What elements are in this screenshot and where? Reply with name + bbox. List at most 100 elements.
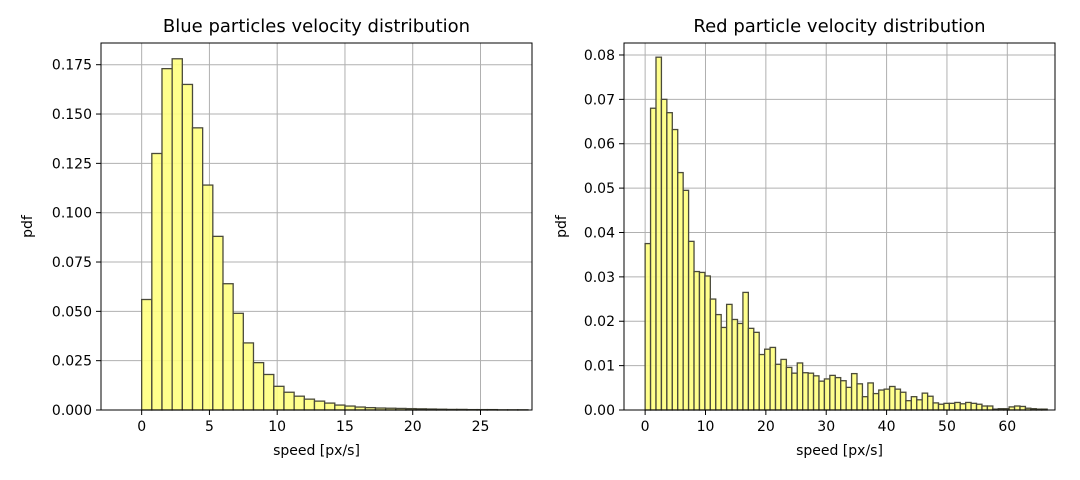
histogram-bar [649, 107, 657, 411]
histogram-bar [725, 303, 733, 411]
histogram-bar [222, 283, 234, 411]
histogram-bar [731, 318, 739, 411]
histogram-bar [780, 358, 788, 411]
y-tick-label: 0.075 [52, 255, 92, 271]
chart-title: Blue particles velocity distribution [163, 16, 470, 37]
y-tick-label: 0.01 [584, 359, 615, 375]
histogram-bar [704, 275, 711, 411]
histogram-bar [916, 399, 923, 411]
histogram-bar [943, 402, 951, 411]
y-tick-label: 0.050 [52, 304, 92, 320]
x-tick-label: 50 [938, 419, 956, 435]
histogram-bar [883, 388, 891, 411]
x-tick-label: 0 [137, 419, 146, 435]
chart-title: Red particle velocity distribution [693, 16, 985, 37]
histogram-bar [818, 380, 826, 411]
x-tick-label: 25 [472, 419, 490, 435]
histogram-bar [937, 403, 945, 411]
histogram-bar [698, 271, 706, 411]
x-tick-label: 5 [205, 419, 214, 435]
histogram-bar [1019, 405, 1027, 411]
histogram-bar [682, 189, 690, 411]
x-tick-label: 10 [697, 419, 715, 435]
x-axis-label: speed [px/s] [796, 443, 883, 459]
histogram-bar [252, 361, 265, 411]
histogram-bar [867, 382, 874, 411]
y-tick-label: 0.100 [52, 206, 92, 222]
histogram-bar [774, 363, 782, 411]
y-axis-label: pdf [554, 214, 570, 238]
histogram-bar [660, 98, 668, 411]
histogram-bar [671, 128, 679, 411]
histogram-bar [313, 400, 326, 411]
histogram-bar [769, 346, 777, 411]
y-tick-label: 0.150 [52, 107, 92, 123]
histogram-bar [191, 127, 204, 411]
histogram-bar [878, 389, 885, 411]
histogram-bar [677, 171, 684, 411]
histogram-bar [861, 396, 869, 411]
histogram-bar [823, 378, 831, 411]
x-tick-label: 60 [998, 419, 1016, 435]
histogram-bar [293, 395, 305, 411]
y-tick-label: 0.175 [52, 58, 92, 74]
histogram-bar [715, 313, 722, 411]
y-tick-label: 0.04 [584, 225, 615, 241]
histogram-bar [758, 353, 766, 411]
y-tick-label: 0.02 [584, 314, 615, 330]
y-ticks: 0.00 0.01 0.02 0.03 0.04 0.05 0.06 0.07 0.08 [584, 48, 624, 419]
y-tick-label: 0.08 [584, 48, 615, 64]
x-tick-label: 0 [641, 419, 650, 435]
x-tick-label: 30 [817, 419, 835, 435]
histogram-bar [959, 403, 967, 411]
histogram-bar [948, 402, 956, 411]
histogram-bar [747, 327, 755, 411]
x-tick-label: 20 [757, 419, 775, 435]
y-tick-label: 0.07 [584, 92, 615, 108]
y-tick-label: 0.05 [584, 181, 615, 197]
y-axis-label: pdf [20, 214, 36, 238]
histogram-bar [856, 383, 864, 411]
x-ticks: 0 5 10 15 20 25 [137, 410, 489, 435]
histogram-bar [687, 240, 695, 411]
histogram-bar [323, 402, 336, 411]
histogram-bar [834, 376, 842, 411]
histogram-bar [242, 342, 255, 411]
histogram-bar [720, 326, 728, 411]
histogram-bar [283, 391, 295, 411]
histogram-bar [655, 56, 663, 411]
histogram-bar [807, 372, 815, 411]
y-tick-label: 0.00 [584, 403, 615, 419]
blue-velocity-chart: 0 5 10 15 20 25 0.000 0.025 0.050 0.075 0.100 0.12… [20, 16, 533, 459]
histogram-bar [171, 58, 183, 411]
histogram-bar [742, 291, 750, 411]
histogram-bar [791, 372, 798, 411]
histogram-bar [1013, 405, 1021, 411]
histogram-bar [888, 385, 896, 411]
histogram-bar [905, 400, 912, 411]
x-tick-label: 10 [268, 419, 286, 435]
histogram-bar [840, 380, 847, 411]
x-ticks: 0 10 20 30 40 50 60 [641, 410, 1016, 435]
histogram-bar [344, 405, 356, 411]
histogram-bar [796, 362, 804, 411]
histogram-bar [273, 385, 285, 411]
histogram-bar [981, 405, 989, 411]
histogram-bar [181, 83, 194, 411]
histogram-bar [666, 112, 673, 411]
x-tick-label: 40 [878, 419, 896, 435]
histogram-bar [829, 374, 836, 411]
histogram-bar [644, 242, 652, 411]
histogram-bar [785, 366, 793, 411]
y-tick-label: 0.000 [52, 403, 92, 419]
histogram-bar [709, 298, 717, 411]
histogram-bar [753, 331, 760, 411]
histogram-bar [954, 401, 961, 411]
histogram-bar [232, 312, 244, 411]
histogram-bar [899, 391, 907, 411]
histogram-bar [763, 348, 771, 411]
y-tick-label: 0.03 [584, 270, 615, 286]
x-tick-label: 20 [404, 419, 422, 435]
axes-frame [623, 42, 1056, 411]
